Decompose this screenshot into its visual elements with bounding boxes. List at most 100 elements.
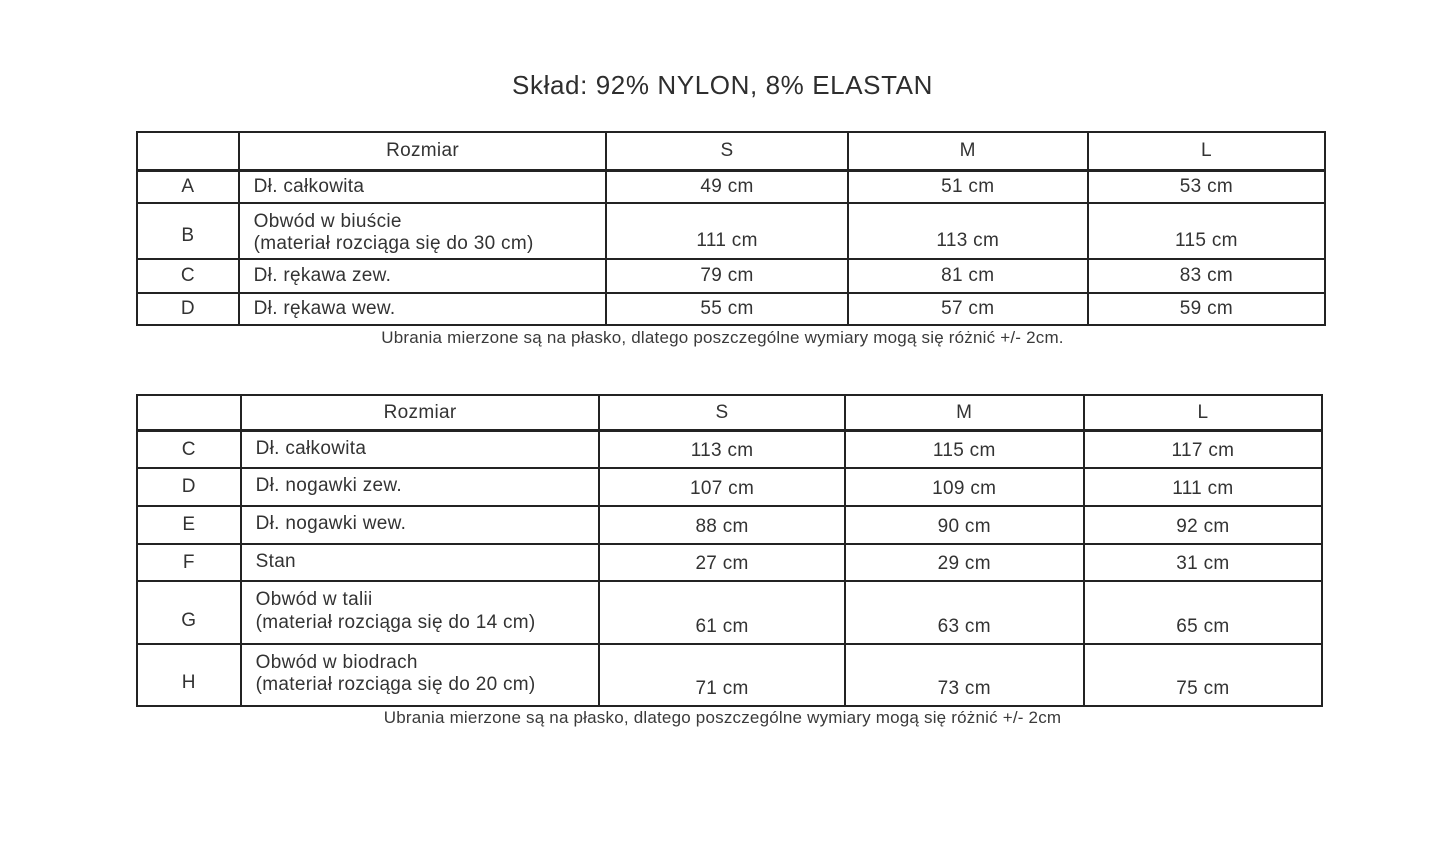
row-letter-text: D xyxy=(180,298,195,319)
size-value-l: 111 cm xyxy=(1082,469,1321,505)
size-value-l-text: 65 cm xyxy=(1176,616,1230,637)
measurement-label: Obwód w talii (materiał rozciąga się do 1… xyxy=(239,582,599,643)
header-rozmiar-label: Rozmiar xyxy=(239,396,599,429)
size-value-l: 59 cm xyxy=(1086,294,1324,324)
size-value-m: 81 cm xyxy=(846,260,1087,292)
measurement-label: Dł. nogawki wew. xyxy=(239,507,599,543)
measurement-label: Obwód w biodrach (materiał rozciąga się d… xyxy=(239,645,599,705)
row-letter-text: C xyxy=(181,438,196,460)
size-value-l-text: 92 cm xyxy=(1176,516,1230,537)
size-value-s: 71 cm xyxy=(598,645,843,705)
size-value-l-text: 53 cm xyxy=(1179,176,1234,197)
size-value-m-text: 115 cm xyxy=(932,440,996,461)
measurement-label-line: Obwód w biodrach xyxy=(255,652,418,673)
header-size-s-text: S xyxy=(715,401,729,423)
size-value-s: 27 cm xyxy=(598,545,843,580)
size-value-s: 107 cm xyxy=(598,469,843,505)
size-value-s: 49 cm xyxy=(605,172,846,202)
size-value-s-text: 79 cm xyxy=(700,265,754,286)
table-row-c: C Dł. rękawa zew. 79 cm 81 cm 83 cm xyxy=(138,258,1324,292)
size-value-l: 115 cm xyxy=(1086,204,1324,258)
size-value-m: 63 cm xyxy=(843,582,1083,643)
size-value-m: 51 cm xyxy=(846,172,1087,202)
size-value-l-text: 31 cm xyxy=(1176,553,1230,574)
row-letter: G xyxy=(138,582,240,643)
size-value-l-text: 75 cm xyxy=(1176,678,1230,699)
size-value-l-text: 59 cm xyxy=(1179,298,1234,319)
row-letter: D xyxy=(138,469,240,505)
size-value-l-text: 83 cm xyxy=(1179,265,1234,286)
row-letter-text: B xyxy=(181,225,195,246)
size-value-l: 117 cm xyxy=(1082,432,1321,467)
size-value-m: 113 cm xyxy=(846,204,1087,258)
size-value-m-text: 81 cm xyxy=(941,265,995,286)
row-letter-text: D xyxy=(181,476,196,497)
row-letter: C xyxy=(138,432,240,467)
table-row-d: D Dł. rękawa wew. 55 cm 57 cm 59 cm xyxy=(138,292,1324,324)
row-letter: H xyxy=(138,645,240,705)
table-header-row: Rozmiar S M L xyxy=(138,133,1324,169)
measurement-label-line: Dł. całkowita xyxy=(253,176,365,197)
row-letter-text: G xyxy=(181,610,197,631)
size-value-l-text: 111 cm xyxy=(1172,478,1234,499)
measurement-label-line: (materiał rozciąga się do 14 cm) xyxy=(255,612,536,633)
table-row-e: E Dł. nogawki wew. 88 cm 90 cm 92 cm xyxy=(138,505,1321,543)
size-value-s-text: 107 cm xyxy=(690,478,755,499)
measurement-label-line: Dł. rękawa wew. xyxy=(253,298,396,319)
measurement-label: Dł. nogawki zew. xyxy=(239,469,599,505)
measurement-label: Dł. całkowita xyxy=(239,432,599,467)
size-value-s-text: 55 cm xyxy=(700,298,754,319)
size-value-s: 88 cm xyxy=(598,507,843,543)
size-value-l: 75 cm xyxy=(1082,645,1321,705)
size-value-s: 61 cm xyxy=(598,582,843,643)
size-value-m: 73 cm xyxy=(843,645,1083,705)
row-letter: C xyxy=(138,260,238,292)
row-letter: B xyxy=(138,204,238,258)
measurement-label-line: Obwód w talii xyxy=(255,589,373,610)
measurement-label-line: Dł. rękawa zew. xyxy=(253,265,392,286)
header-size-s: S xyxy=(605,133,846,169)
table-row-f: F Stan 27 cm 29 cm 31 cm xyxy=(138,543,1321,580)
table-row-c: C Dł. całkowita 113 cm 115 cm 117 cm xyxy=(138,429,1321,467)
size-value-l-text: 115 cm xyxy=(1175,230,1238,251)
upper-garment-size-table: Rozmiar S M L A Dł. całkowita 49 cm 51 cm 53 cm B… xyxy=(136,131,1326,326)
size-value-m-text: 51 cm xyxy=(941,176,995,197)
header-size-l: L xyxy=(1086,133,1324,169)
header-size-s-text: S xyxy=(720,140,734,161)
table-row-a: A Dł. całkowita 49 cm 51 cm 53 cm xyxy=(138,169,1324,202)
row-letter: F xyxy=(138,545,240,580)
size-value-m-text: 63 cm xyxy=(937,616,991,637)
measurement-label-line: Stan xyxy=(255,551,296,572)
composition-title: Skład: 92% NYLON, 8% ELASTAN xyxy=(512,70,933,100)
size-value-m-text: 73 cm xyxy=(937,678,991,699)
header-size-m: M xyxy=(843,396,1083,429)
size-value-s: 111 cm xyxy=(605,204,846,258)
size-value-l: 65 cm xyxy=(1082,582,1321,643)
measurement-label-line: Obwód w biuście xyxy=(253,211,402,232)
lower-garment-size-table: Rozmiar S M L C Dł. całkowita 113 cm 115 cm 117 … xyxy=(136,394,1323,707)
header-rozmiar-label-text: Rozmiar xyxy=(383,401,457,423)
size-value-s: 79 cm xyxy=(605,260,846,292)
size-value-m-text: 57 cm xyxy=(941,298,995,319)
header-size-m-text: M xyxy=(956,401,973,423)
measurement-label-line: Dł. całkowita xyxy=(255,438,367,459)
measurement-label: Dł. rękawa wew. xyxy=(237,294,606,324)
size-value-m-text: 109 cm xyxy=(932,478,997,499)
header-rozmiar-label: Rozmiar xyxy=(237,133,606,169)
size-value-s: 55 cm xyxy=(605,294,846,324)
measurement-note-lower: Ubrania mierzone są na płasko, dlatego p… xyxy=(383,708,1062,727)
row-letter-text: A xyxy=(181,176,195,197)
header-size-m-text: M xyxy=(959,140,976,161)
measurement-label: Stan xyxy=(239,545,599,580)
size-value-l: 92 cm xyxy=(1082,507,1321,543)
row-letter-text: C xyxy=(180,265,195,286)
size-value-s-text: 113 cm xyxy=(690,440,754,461)
table-row-d: D Dł. nogawki zew. 107 cm 109 cm 111 cm xyxy=(138,467,1321,505)
row-letter: E xyxy=(138,507,240,543)
size-value-l: 31 cm xyxy=(1082,545,1321,580)
row-letter-text: E xyxy=(182,514,196,535)
size-value-l: 53 cm xyxy=(1086,172,1324,202)
measurement-label: Dł. rękawa zew. xyxy=(237,260,606,292)
row-letter: D xyxy=(138,294,238,324)
